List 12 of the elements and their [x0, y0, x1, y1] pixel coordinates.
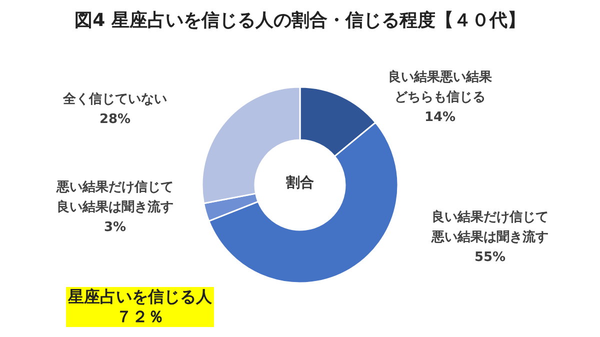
- slice-label: 良い結果悪い結果どちらも信じる: [388, 70, 492, 105]
- data-label: 14%: [423, 109, 457, 127]
- slice-label: 全く信じていない: [63, 92, 167, 107]
- slice-label: 悪い結果だけ信じて良い結果は聞き流す: [56, 180, 174, 215]
- text: ７２％: [115, 307, 165, 327]
- text: 星座占いを信じる人: [68, 287, 212, 306]
- slice-label: 良い結果だけ信じて悪い結果は聞き流す: [432, 210, 548, 245]
- data-label: 55%: [473, 249, 507, 267]
- data-label: 28%: [98, 111, 132, 129]
- chart-title: 図4 星座占いを信じる人の割合・信じる程度【４０代】: [74, 9, 526, 32]
- data-label: 3%: [102, 219, 128, 237]
- text: 割合: [285, 174, 315, 192]
